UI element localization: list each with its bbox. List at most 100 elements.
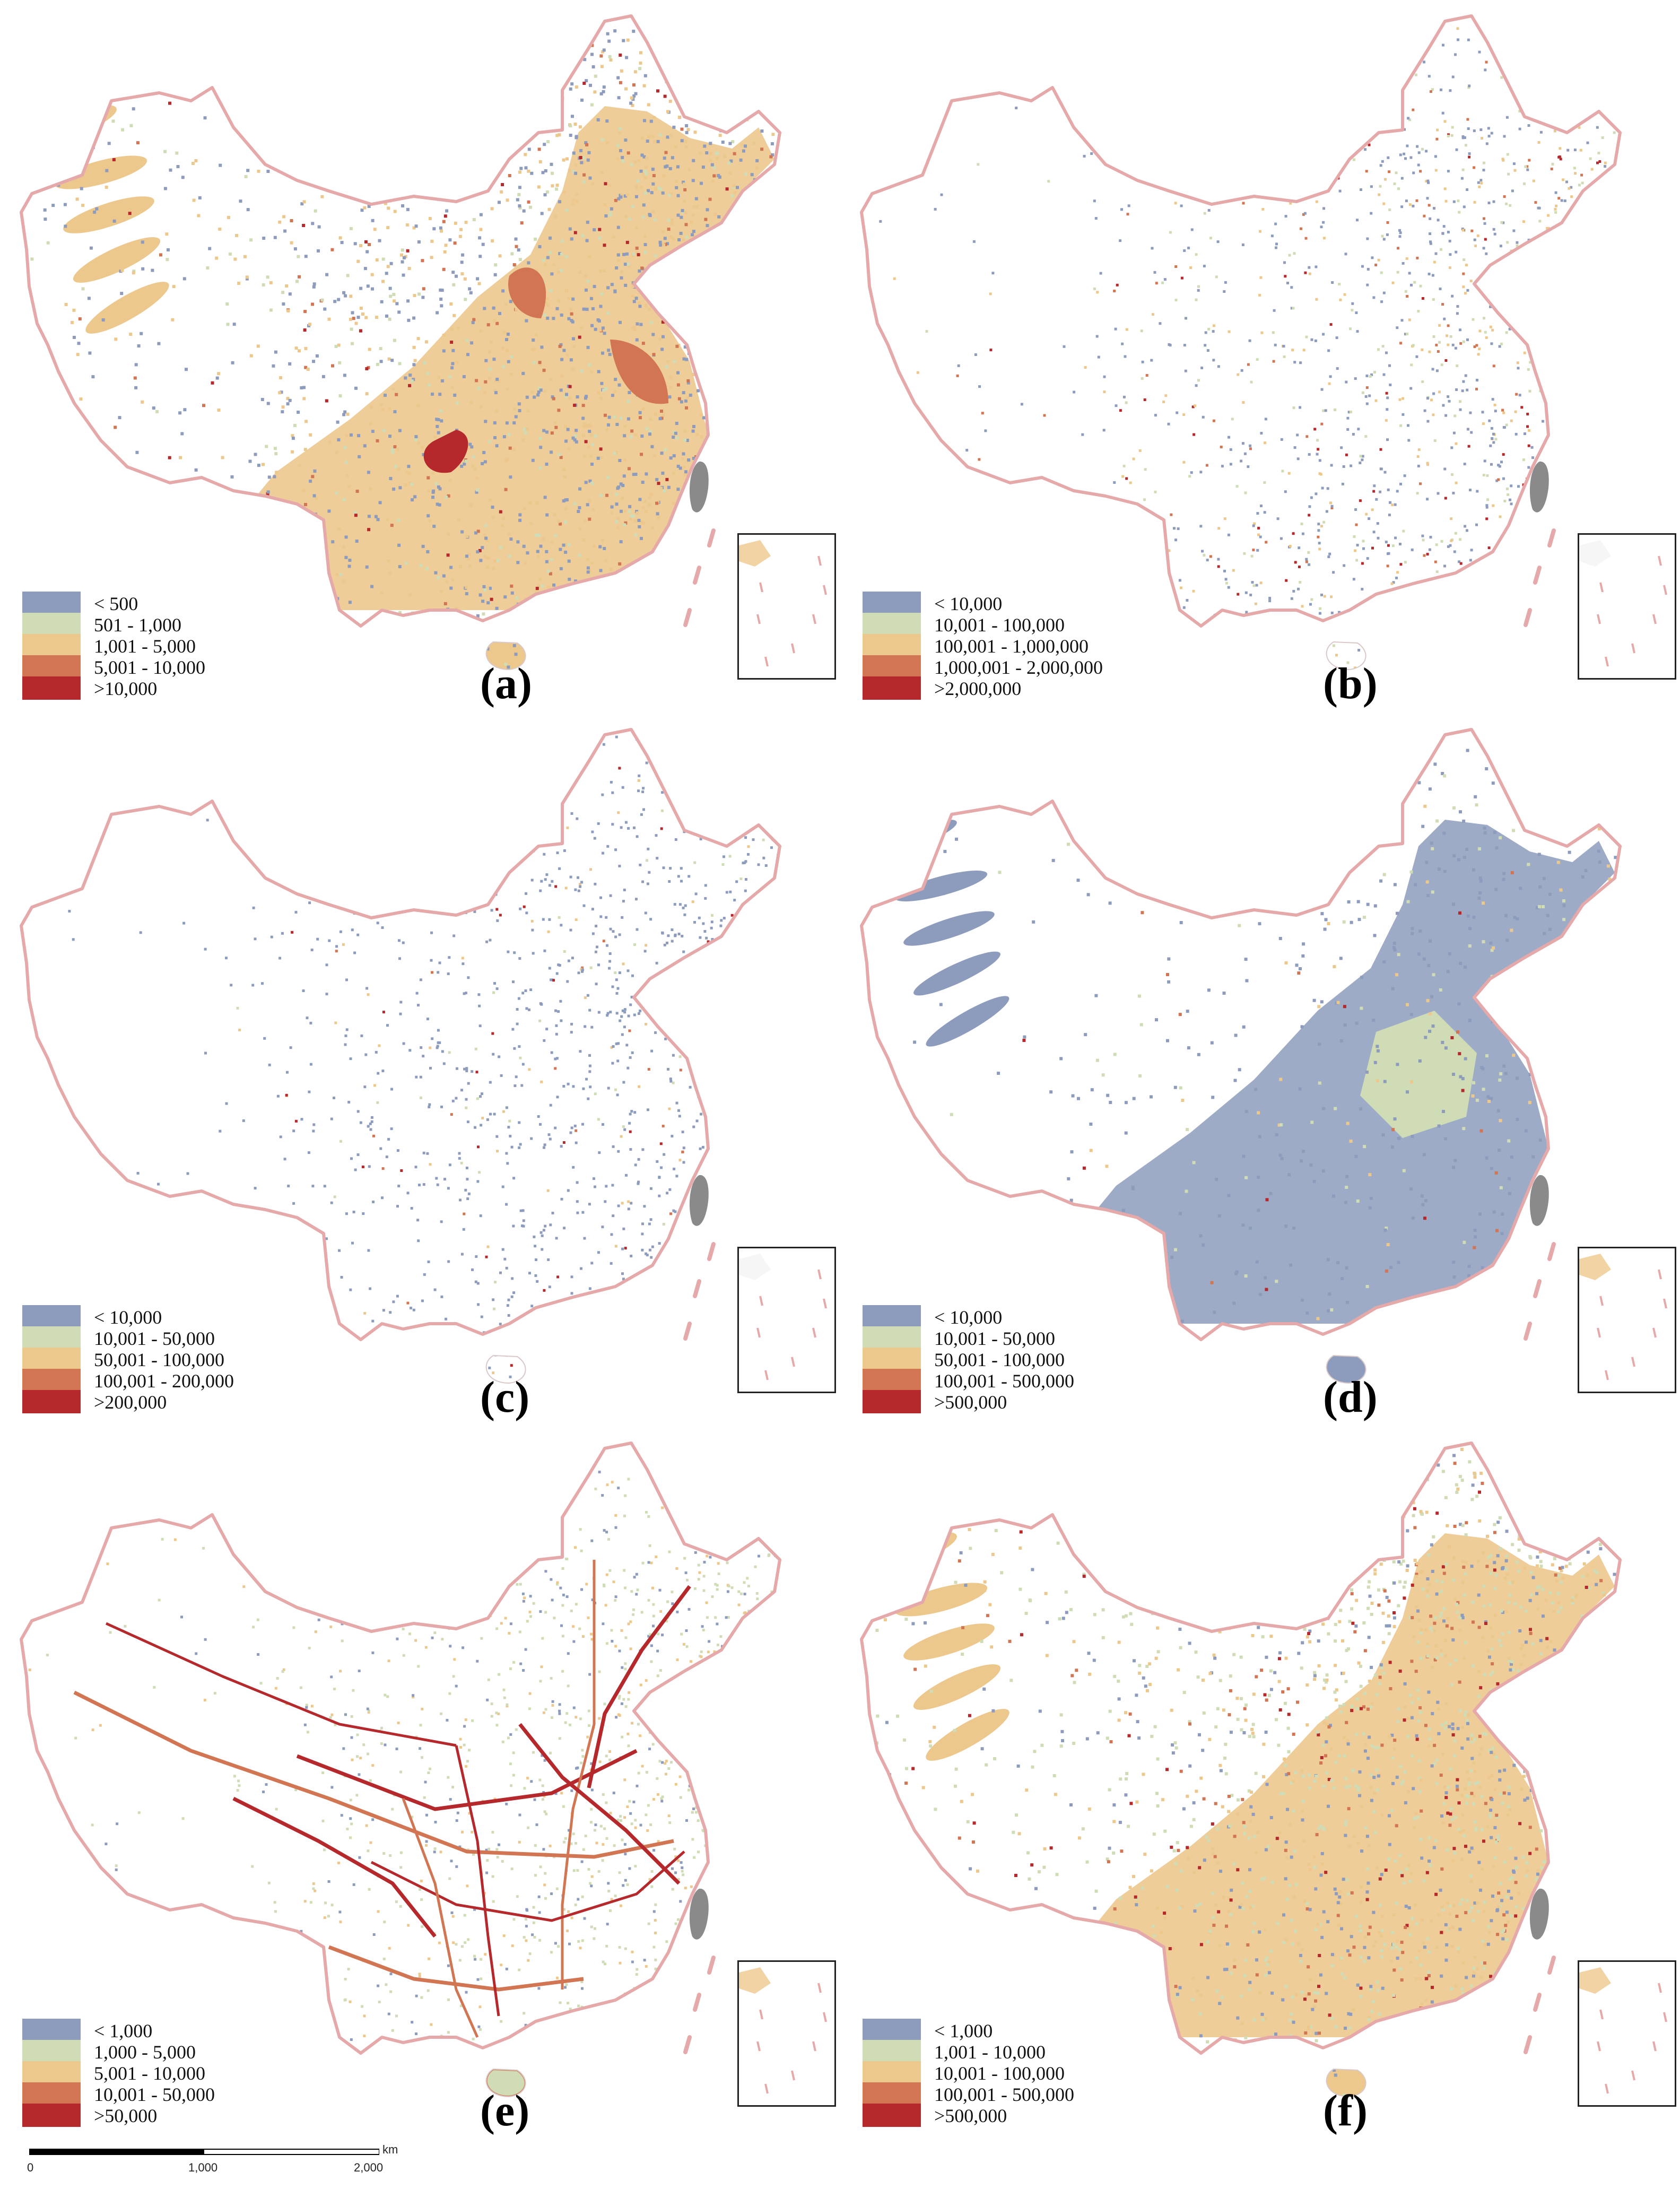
- legend-swatch: [22, 1369, 81, 1392]
- map-panel-f: < 1,000 1,001 - 10,000 10,001 - 100,000 100…: [840, 1427, 1680, 2138]
- legend-item: 10,001 - 50,000: [22, 2082, 298, 2106]
- scale-bar: 0 1,000 2,000 km: [27, 2143, 398, 2178]
- boundary-dash: [707, 528, 716, 548]
- legend-label: < 500: [94, 593, 138, 614]
- panel-label-d: (d): [1323, 1372, 1378, 1422]
- legend-item: < 10,000: [863, 592, 1138, 615]
- boundary-dash: [707, 1956, 716, 1975]
- panel-label-e: (e): [480, 2086, 530, 2135]
- road-line: [561, 1560, 596, 1990]
- map-panel-e: < 1,000 1,000 - 5,000 5,001 - 10,000 10,001…: [0, 1427, 840, 2138]
- dominant-class-region: [228, 106, 774, 610]
- legend-swatch: [22, 676, 81, 700]
- country-border: [860, 728, 1622, 1341]
- legend-label: < 10,000: [934, 593, 1003, 614]
- legend-label: 5,001 - 10,000: [94, 657, 205, 678]
- taiwan-island: [1529, 1175, 1549, 1226]
- legend-item: 50,001 - 100,000: [863, 1348, 1138, 1371]
- road-line: [587, 1585, 691, 1788]
- scale-unit: km: [382, 2143, 398, 2156]
- legend-swatch: [863, 634, 921, 657]
- legend-label: < 1,000: [934, 2020, 993, 2041]
- boundary-dash: [683, 1322, 692, 1341]
- south-china-sea-inset: [737, 1247, 836, 1393]
- legend-swatch: [22, 1390, 81, 1413]
- legend-item: 1,000 - 5,000: [22, 2040, 298, 2063]
- legend-swatch: [863, 613, 921, 636]
- legend-label: < 10,000: [934, 1307, 1003, 1328]
- scale-tick-2000: 2,000: [354, 2161, 384, 2174]
- legend-label: < 1,000: [94, 2020, 153, 2041]
- legend-item: 100,001 - 500,000: [863, 2082, 1138, 2106]
- legend-swatch: [22, 2082, 81, 2106]
- country-border: [860, 14, 1622, 628]
- legend-swatch: [22, 613, 81, 636]
- boundary-dash: [693, 1993, 701, 2012]
- legend-label: 10,001 - 50,000: [94, 1328, 215, 1349]
- panel-label-b: (b): [1323, 659, 1378, 708]
- boundary-dash: [683, 608, 692, 627]
- legend-item: 100,001 - 500,000: [863, 1369, 1138, 1392]
- scale-tick-1000: 1,000: [188, 2161, 218, 2174]
- legend-label: 100,001 - 500,000: [934, 1370, 1074, 1392]
- legend-label: >500,000: [934, 2105, 1007, 2126]
- legend-swatch: [863, 2019, 921, 2042]
- legend-swatch: [22, 634, 81, 657]
- legend-label: 1,001 - 5,000: [94, 636, 196, 657]
- boundary-dash: [1533, 1993, 1542, 2012]
- country-border: [860, 1441, 1622, 2055]
- south-china-sea-inset: [1578, 1960, 1676, 2107]
- legend-swatch: [863, 2040, 921, 2063]
- legend-swatch: [22, 655, 81, 679]
- legend-label: 100,001 - 200,000: [94, 1370, 234, 1392]
- map-panel-b: < 10,000 10,001 - 100,000 100,001 - 1,000,…: [840, 0, 1680, 711]
- china-map-b: [860, 14, 1622, 671]
- boundary-dash: [693, 1279, 701, 1298]
- legend-label: 10,001 - 100,000: [934, 2063, 1065, 2084]
- country-border: [20, 14, 781, 628]
- country-border: [20, 1441, 781, 2055]
- road-line: [455, 1745, 500, 2017]
- boundary-dash: [1547, 1956, 1556, 1975]
- china-map-f: [860, 1441, 1622, 2098]
- legend-swatch: [22, 2019, 81, 2042]
- country-border: [20, 728, 781, 1341]
- boundary-dash: [693, 566, 701, 585]
- legend-swatch: [863, 592, 921, 615]
- legend-item: 10,001 - 100,000: [863, 2061, 1138, 2084]
- legend-label: >50,000: [94, 2105, 158, 2126]
- legend-label: 100,001 - 500,000: [934, 2084, 1074, 2105]
- legend-item: >200,000: [22, 1390, 298, 1413]
- legend-item: 501 - 1,000: [22, 613, 298, 636]
- boundary-dash: [707, 1242, 716, 1261]
- legend-swatch: [22, 2061, 81, 2084]
- legend-item: < 1,000: [22, 2019, 298, 2042]
- legend-label: 501 - 1,000: [94, 614, 181, 636]
- legend-swatch: [863, 1305, 921, 1328]
- legend-item: 5,001 - 10,000: [22, 2061, 298, 2084]
- legend-item: 5,001 - 10,000: [22, 655, 298, 679]
- boundary-dash: [1533, 1279, 1542, 1298]
- road-line: [402, 1798, 479, 2038]
- legend-swatch: [863, 2082, 921, 2106]
- boundary-dash: [1524, 1322, 1532, 1341]
- taiwan-island: [1529, 461, 1549, 512]
- boundary-dash: [1533, 566, 1542, 585]
- south-china-sea-inset: [737, 1960, 836, 2107]
- legend-item: < 10,000: [863, 1305, 1138, 1328]
- south-china-sea-inset: [1578, 1247, 1676, 1393]
- legend-item: 10,001 - 100,000: [863, 613, 1138, 636]
- legend-label: >10,000: [94, 678, 158, 699]
- legend-label: 10,001 - 50,000: [94, 2084, 215, 2105]
- legend-swatch: [22, 2040, 81, 2063]
- boundary-dash: [1524, 608, 1532, 627]
- taiwan-island: [689, 1175, 709, 1226]
- legend-swatch: [863, 1348, 921, 1371]
- legend-swatch: [863, 2061, 921, 2084]
- china-map-c: [20, 728, 781, 1384]
- legend-item: < 1,000: [863, 2019, 1138, 2042]
- boundary-dash: [683, 2035, 692, 2054]
- legend-swatch: [863, 1390, 921, 1413]
- legend-item: < 10,000: [22, 1305, 298, 1328]
- legend-swatch: [22, 1305, 81, 1328]
